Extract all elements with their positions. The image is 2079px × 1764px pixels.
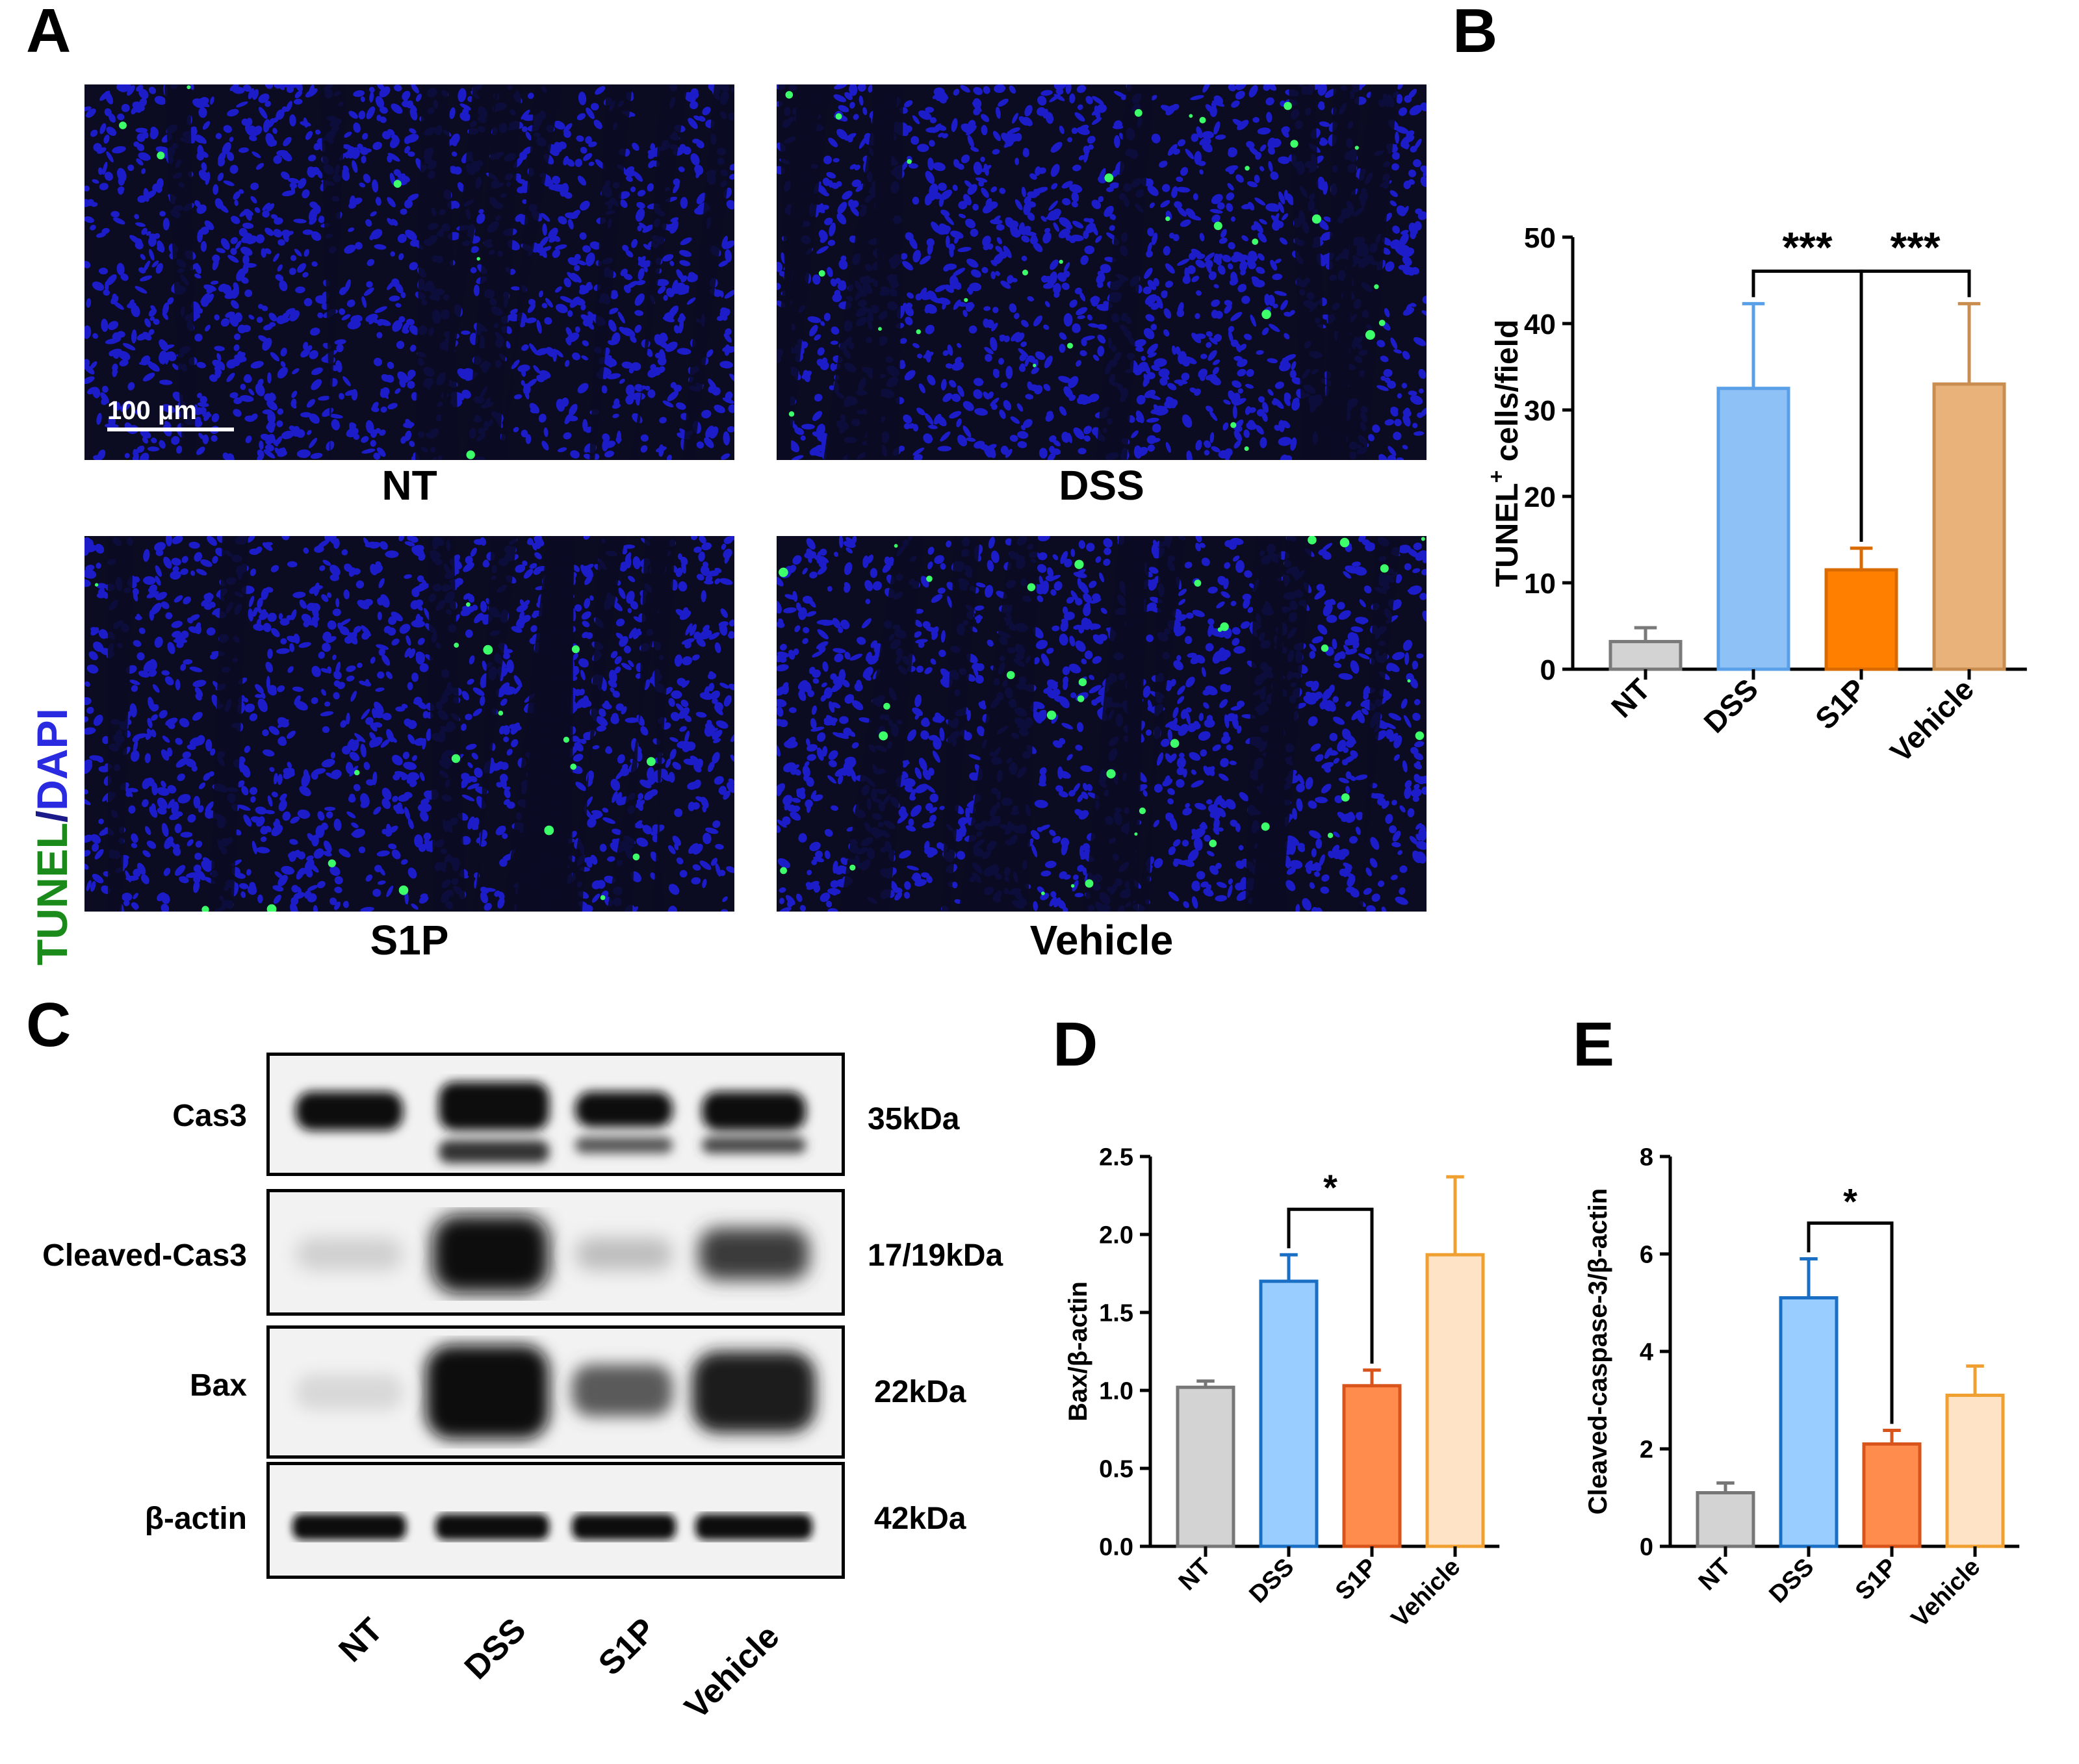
y-tick-label: 50 bbox=[1524, 222, 1556, 254]
x-tick-label: DSS bbox=[1764, 1553, 1819, 1609]
blot-cleaved-cas3 bbox=[266, 1189, 845, 1316]
blot-cas3 bbox=[266, 1053, 845, 1176]
x-tick-label: NT bbox=[1694, 1553, 1737, 1596]
y-tick-label: 2.5 bbox=[1099, 1144, 1133, 1171]
stain-separator: / bbox=[28, 811, 76, 823]
micro-label-s1p: S1P bbox=[84, 916, 734, 964]
y-tick-label: 10 bbox=[1524, 568, 1556, 600]
y-tick-label: 8 bbox=[1640, 1144, 1653, 1171]
bar-vehicle bbox=[1427, 1255, 1483, 1546]
micro-image-dss bbox=[777, 84, 1427, 460]
y-tick-label: 0 bbox=[1640, 1534, 1653, 1561]
micro-image-nt: 100 μm bbox=[84, 84, 734, 460]
y-tick-label: 40 bbox=[1524, 309, 1556, 340]
bar-nt bbox=[1610, 641, 1681, 669]
stain-dapi-label: DAPI bbox=[28, 708, 76, 811]
x-tick-label: DSS bbox=[1697, 672, 1764, 739]
x-tick-label: DSS bbox=[1244, 1553, 1299, 1609]
micro-label-nt: NT bbox=[84, 461, 734, 509]
scale-bar bbox=[107, 428, 234, 431]
stain-label: TUNEL/DAPI bbox=[19, 637, 71, 1053]
y-tick-label: 30 bbox=[1524, 395, 1556, 427]
panel-letter-e: E bbox=[1573, 1014, 1614, 1076]
blot-label-beta-actin: β-actin bbox=[0, 1501, 247, 1537]
x-tick-label: S1P bbox=[1850, 1553, 1902, 1605]
blot-bax bbox=[266, 1325, 845, 1459]
kda-label-cleaved-cas3: 17/19kDa bbox=[868, 1238, 1003, 1273]
bar-vehicle bbox=[1947, 1396, 2003, 1547]
x-tick-label: Vehicle bbox=[1883, 672, 1980, 769]
y-tick-label: 1.0 bbox=[1099, 1378, 1133, 1405]
x-tick-label: Vehicle bbox=[1386, 1553, 1466, 1633]
y-tick-label: 20 bbox=[1524, 481, 1556, 513]
y-tick-label: 2.0 bbox=[1099, 1222, 1133, 1249]
x-tick-label: S1P bbox=[1330, 1553, 1382, 1605]
significance-label: * bbox=[1843, 1181, 1857, 1222]
blot-label-bax: Bax bbox=[0, 1368, 247, 1403]
panel-letter-a: A bbox=[26, 0, 71, 62]
y-tick-label: 0.0 bbox=[1099, 1534, 1133, 1561]
bar-dss bbox=[1781, 1298, 1837, 1547]
bar-s1p bbox=[1344, 1386, 1400, 1546]
y-tick-label: 1.5 bbox=[1099, 1300, 1133, 1327]
kda-label-bax: 22kDa bbox=[874, 1374, 966, 1410]
x-tick-label: S1P bbox=[1809, 672, 1872, 735]
bar-s1p bbox=[1826, 570, 1896, 669]
panel-letter-b: B bbox=[1453, 0, 1497, 62]
bar-dss bbox=[1718, 389, 1788, 669]
y-axis-label: Bax/β-actin bbox=[1064, 1281, 1092, 1422]
significance-label: *** bbox=[1782, 223, 1832, 271]
bar-dss bbox=[1261, 1281, 1317, 1546]
significance-label: *** bbox=[1890, 223, 1940, 271]
y-tick-label: 2 bbox=[1640, 1437, 1653, 1464]
lane-label-nt: NT bbox=[244, 1611, 391, 1758]
significance-label: * bbox=[1323, 1167, 1337, 1208]
x-tick-label: NT bbox=[1174, 1553, 1217, 1596]
kda-label-beta-actin: 42kDa bbox=[874, 1501, 966, 1537]
panel-letter-d: D bbox=[1053, 1014, 1098, 1076]
y-tick-label: 6 bbox=[1640, 1242, 1653, 1269]
blot-label-cleaved-cas3: Cleaved-Cas3 bbox=[0, 1238, 247, 1273]
y-tick-label: 4 bbox=[1640, 1339, 1653, 1366]
blot-label-cas3: Cas3 bbox=[0, 1098, 247, 1134]
y-tick-label: 0 bbox=[1540, 654, 1556, 686]
y-axis-label: TUNEL+ cells/field bbox=[1484, 320, 1525, 587]
micro-label-dss: DSS bbox=[777, 461, 1427, 509]
bar-s1p bbox=[1864, 1444, 1920, 1547]
lane-label-dss: DSS bbox=[387, 1611, 534, 1758]
blot-beta-actin bbox=[266, 1462, 845, 1579]
y-axis-label: Cleaved-caspase-3/β-actin bbox=[1584, 1188, 1612, 1515]
x-tick-label: Vehicle bbox=[1906, 1553, 1985, 1633]
micro-image-s1p bbox=[84, 536, 734, 912]
micro-image-vehicle bbox=[777, 536, 1427, 912]
bar-nt bbox=[1178, 1387, 1233, 1546]
micro-label-vehicle: Vehicle bbox=[777, 916, 1427, 964]
x-tick-label: NT bbox=[1605, 672, 1657, 724]
bar-vehicle bbox=[1934, 384, 2004, 669]
kda-label-cas3: 35kDa bbox=[868, 1101, 959, 1137]
scale-bar-label: 100 μm bbox=[107, 396, 197, 426]
y-tick-label: 0.5 bbox=[1099, 1456, 1133, 1483]
bar-nt bbox=[1698, 1493, 1753, 1547]
stain-tunel-label: TUNEL bbox=[28, 823, 76, 965]
